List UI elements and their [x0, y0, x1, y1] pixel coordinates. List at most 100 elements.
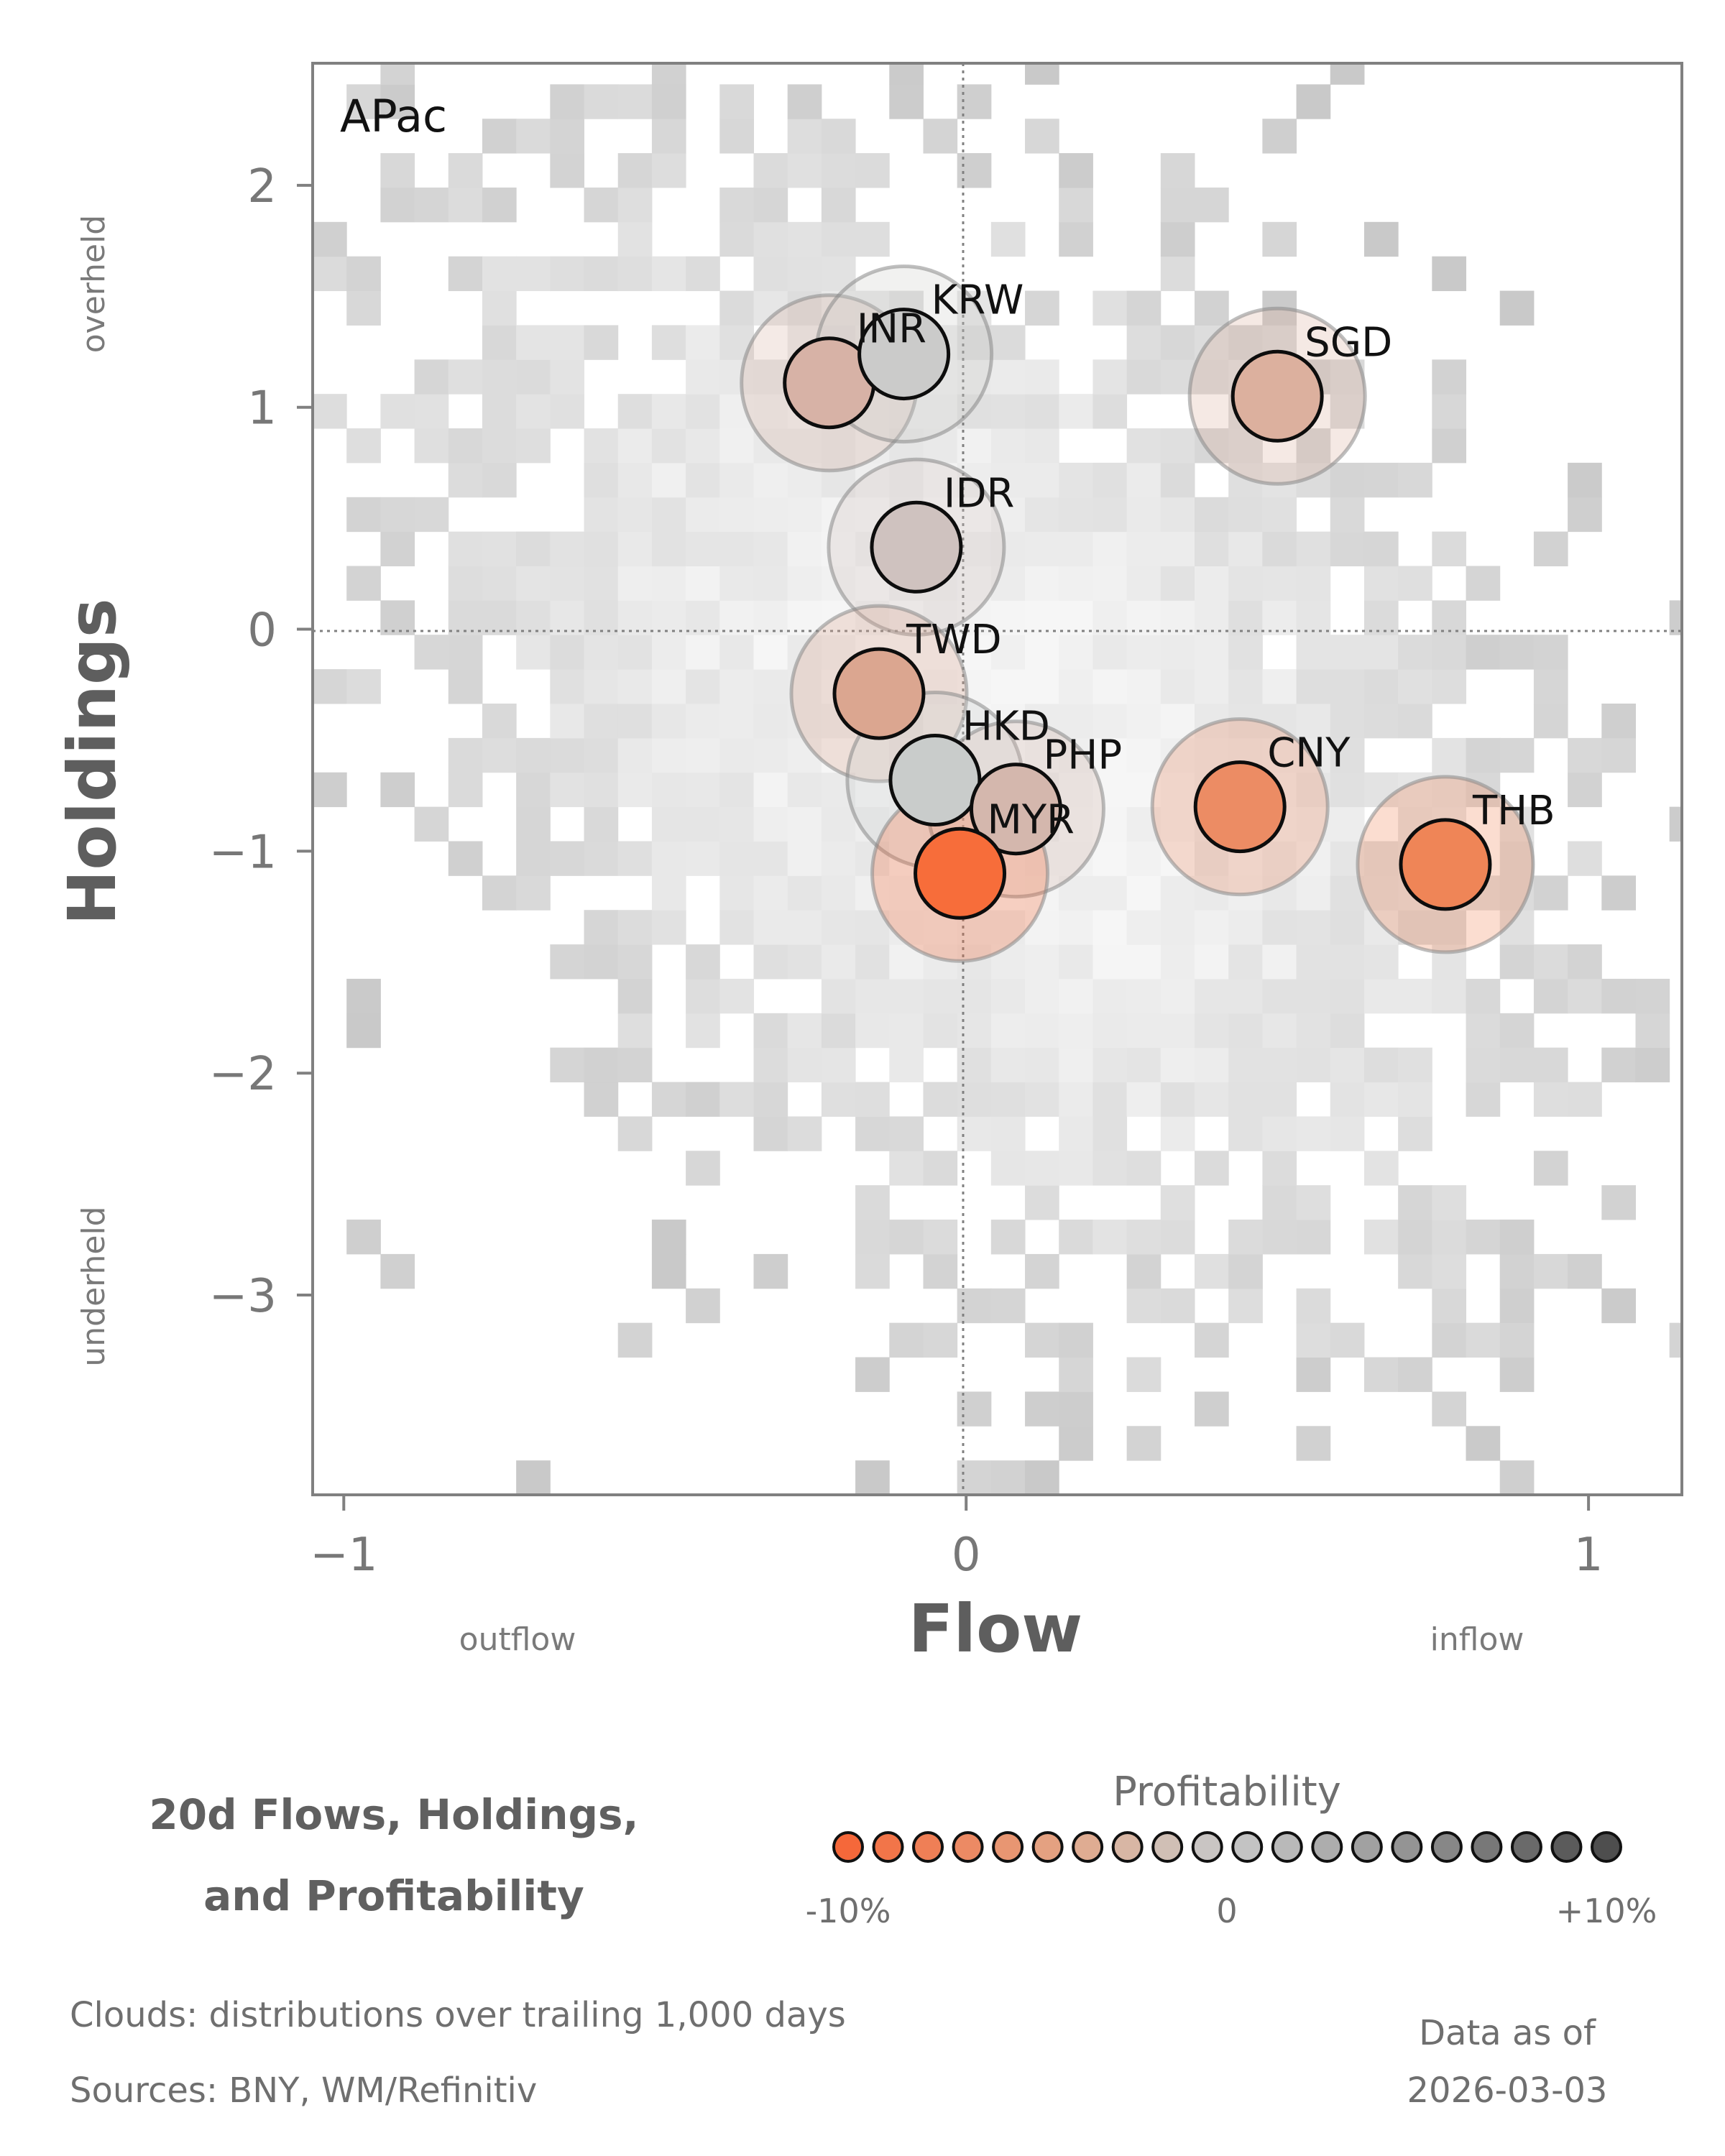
- cloud-cell: [617, 978, 653, 1014]
- cloud-cell: [1025, 1322, 1059, 1358]
- cloud-cell: [923, 1322, 958, 1358]
- point-sgd[interactable]: [1230, 349, 1324, 443]
- cloud-cell: [617, 221, 653, 257]
- cloud-cell: [1262, 1082, 1297, 1117]
- cloud-cell: [516, 875, 551, 911]
- cloud-cell: [1262, 1013, 1297, 1049]
- cloud-cell: [1296, 1288, 1331, 1324]
- cloud-cell: [1432, 1185, 1467, 1220]
- cloud-cell: [550, 84, 585, 119]
- legend-swatch: [952, 1831, 984, 1863]
- cloud-cell: [719, 187, 754, 223]
- cloud-cell: [1059, 1013, 1093, 1049]
- cloud-cell: [719, 221, 754, 257]
- cloud-cell: [617, 531, 653, 567]
- cloud-cell: [584, 703, 619, 739]
- point-label-sgd: SGD: [1305, 319, 1392, 366]
- cloud-cell: [1126, 325, 1162, 360]
- cloud-cell: [482, 531, 517, 567]
- point-label-cny: CNY: [1267, 730, 1351, 777]
- cloud-cell: [753, 806, 788, 842]
- cloud-cell: [1126, 359, 1162, 395]
- cloud-cell: [686, 428, 720, 464]
- cloud-cell: [753, 1082, 788, 1117]
- cloud-cell: [686, 1013, 720, 1049]
- cloud-cell: [686, 462, 720, 498]
- cloud-cell: [1635, 1013, 1670, 1049]
- cloud-cell: [686, 841, 720, 876]
- cloud-cell: [1432, 1322, 1467, 1358]
- cloud-cell: [1363, 221, 1399, 257]
- point-idr[interactable]: [870, 500, 963, 594]
- cloud-cell: [1533, 1047, 1568, 1083]
- cloud-cell: [1092, 1151, 1128, 1186]
- cloud-cell: [821, 910, 856, 945]
- cloud-cell: [1092, 1220, 1128, 1255]
- cloud-cell: [313, 256, 347, 292]
- cloud-cell: [1228, 944, 1263, 980]
- cloud-cell: [584, 600, 619, 635]
- legend-swatch: [1391, 1831, 1423, 1863]
- cloud-cell: [990, 221, 1026, 257]
- cloud-cell: [1262, 910, 1297, 945]
- point-php[interactable]: [969, 763, 1062, 856]
- cloud-cell: [1262, 1220, 1297, 1255]
- cloud-cell: [753, 221, 788, 257]
- cloud-cell: [1025, 290, 1059, 326]
- cloud-cell: [1160, 1013, 1195, 1049]
- cloud-cell: [1025, 1253, 1059, 1289]
- x-tick-label: −1: [310, 1529, 377, 1582]
- cloud-cell: [1194, 359, 1229, 395]
- point-krw[interactable]: [857, 308, 951, 401]
- cloud-cell: [990, 1288, 1026, 1324]
- cloud-cell: [1466, 978, 1501, 1014]
- point-cny[interactable]: [1193, 760, 1287, 854]
- cloud-cell: [617, 566, 653, 601]
- cloud-cell: [787, 1013, 822, 1049]
- cloud-cell: [787, 221, 822, 257]
- cloud-cell: [482, 737, 517, 773]
- cloud-cell: [1601, 703, 1636, 739]
- cloud-cell: [1126, 1082, 1162, 1117]
- cloud-cell: [990, 635, 1026, 670]
- cloud-cell: [1296, 566, 1331, 601]
- cloud-cell: [753, 1013, 788, 1049]
- cloud-cell: [719, 737, 754, 773]
- cloud-cell: [1160, 806, 1195, 842]
- point-hkd[interactable]: [888, 734, 982, 827]
- cloud-cell: [753, 875, 788, 911]
- cloud-cell: [686, 1082, 720, 1117]
- point-myr[interactable]: [914, 826, 1007, 920]
- cloud-cell: [889, 1322, 924, 1358]
- legend-swatch: [1191, 1831, 1223, 1863]
- point-twd[interactable]: [832, 647, 926, 740]
- cloud-cell: [1160, 187, 1195, 223]
- cloud-cell: [346, 978, 381, 1014]
- cloud-cell: [1296, 1220, 1331, 1255]
- point-thb[interactable]: [1399, 818, 1492, 911]
- cloud-cell: [1126, 1220, 1162, 1255]
- cloud-cell: [1092, 841, 1128, 876]
- cloud-cell: [313, 772, 347, 808]
- cloud-cell: [448, 428, 483, 464]
- y-note-overheld: overheld: [75, 215, 112, 353]
- cloud-cell: [414, 394, 449, 429]
- cloud-cell: [787, 84, 822, 119]
- cloud-cell: [1160, 944, 1195, 980]
- cloud-cell: [1568, 737, 1602, 773]
- cloud-cell: [1126, 944, 1162, 980]
- cloud-cell: [414, 497, 449, 533]
- cloud-cell: [1059, 1220, 1093, 1255]
- cloud-cell: [1262, 1116, 1297, 1151]
- cloud-cell: [448, 841, 483, 876]
- cloud-cell: [855, 1185, 890, 1220]
- cloud-cell: [1466, 737, 1501, 773]
- cloud-cell: [584, 497, 619, 533]
- cloud-cell: [1568, 497, 1602, 533]
- cloud-cell: [1363, 462, 1399, 498]
- cloud-cell: [1092, 1082, 1128, 1117]
- cloud-cell: [1398, 703, 1432, 739]
- cloud-cell: [753, 394, 788, 429]
- cloud-cell: [1025, 1047, 1059, 1083]
- cloud-cell: [346, 566, 381, 601]
